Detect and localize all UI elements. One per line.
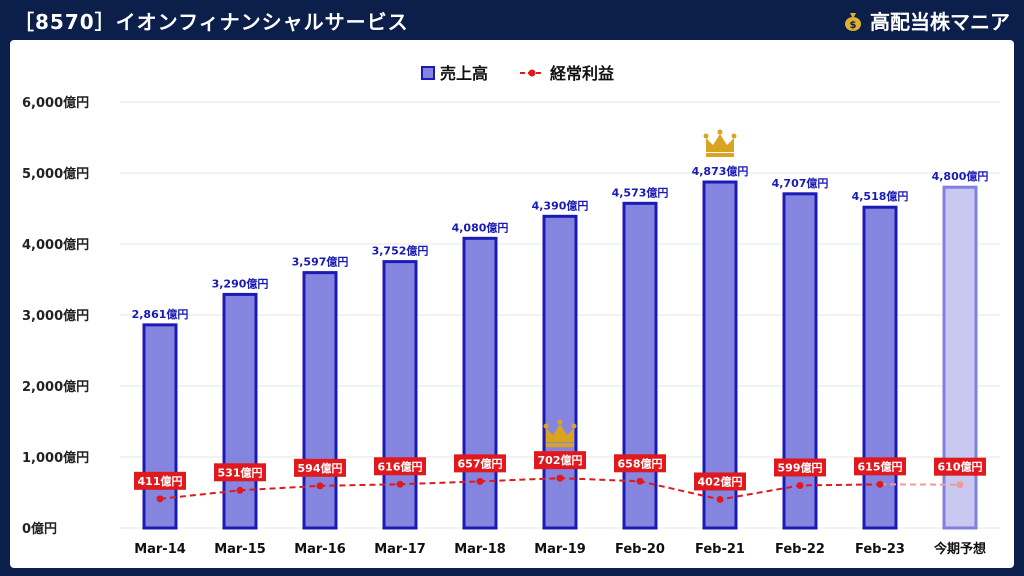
profit-data-label: 594億円 — [298, 461, 343, 475]
profit-point — [236, 486, 244, 494]
x-tick-label: Mar-18 — [454, 542, 506, 557]
x-tick-label: Feb-22 — [775, 542, 825, 557]
svg-text:$: $ — [850, 20, 857, 31]
profit-point — [556, 474, 564, 482]
profit-label-box — [694, 472, 746, 491]
profit-label-box — [534, 451, 586, 470]
profit-line — [159, 477, 881, 501]
profit-point — [716, 495, 724, 503]
profit-data-label: 402億円 — [698, 474, 743, 488]
y-tick-label: 6,000億円 — [22, 95, 89, 111]
profit-point — [796, 481, 804, 489]
bar — [862, 205, 898, 530]
profit-data-label: 411億円 — [138, 474, 183, 488]
profit-point — [476, 477, 484, 485]
legend-label-profit: 経常利益 — [550, 64, 614, 83]
bar — [702, 180, 738, 530]
profit-data-label: 658億円 — [618, 456, 663, 470]
y-tick-label: 0億円 — [22, 521, 57, 537]
profit-point — [156, 495, 164, 503]
x-tick-label: Feb-20 — [615, 542, 665, 557]
header: ［8570］イオンフィナンシャルサービス $ 高配当株マニア — [0, 0, 1024, 40]
x-tick-label: Feb-21 — [695, 542, 745, 557]
legend-swatch-bar — [421, 66, 435, 80]
chart-panel: 0億円 1,000億円 2,000億円 3,000億円 4,000億円 5,000億円 6,… — [10, 40, 1014, 568]
bar-data-label: 3,752億円 — [372, 244, 429, 258]
bar — [462, 236, 498, 530]
brand-name: 高配当株マニア — [870, 10, 1010, 34]
crown-icon — [543, 419, 577, 448]
bar-data-label: 3,290億円 — [212, 276, 269, 290]
x-tick-label: Mar-16 — [294, 542, 346, 557]
page-title: ［8570］イオンフィナンシャルサービス — [14, 10, 409, 34]
money-bag-icon: $ — [845, 12, 861, 31]
profit-point — [316, 482, 324, 490]
bar-data-label: 3,597億円 — [292, 255, 349, 269]
profit-label-box — [854, 457, 906, 476]
profit-data-label: 616億円 — [378, 459, 423, 473]
profit-label-box — [934, 457, 986, 476]
profit-data-label: 702億円 — [538, 453, 583, 467]
profit-label-box — [774, 458, 826, 477]
bar — [382, 260, 418, 530]
profit-point — [876, 480, 884, 488]
y-tick-label: 4,000億円 — [22, 237, 89, 253]
profit-data-label: 599億円 — [778, 460, 823, 474]
y-tick-label: 2,000億円 — [22, 379, 89, 395]
bar — [142, 323, 178, 530]
profit-label-box — [454, 454, 506, 473]
profit-label-box — [614, 454, 666, 473]
bar — [942, 185, 978, 530]
profit-point — [396, 480, 404, 488]
x-tick-label: Mar-17 — [374, 542, 426, 557]
profit-data-label: 615億円 — [858, 459, 903, 473]
bar-data-label: 2,861億円 — [132, 307, 189, 321]
bar — [782, 192, 818, 530]
chart: 0億円 1,000億円 2,000億円 3,000億円 4,000億円 5,000億円 6,… — [22, 64, 1000, 557]
profit-label-box — [294, 458, 346, 477]
bar-data-label: 4,390億円 — [532, 198, 589, 212]
x-tick-label: Feb-23 — [855, 542, 905, 557]
profit-label-box — [214, 463, 266, 482]
y-tick-label: 5,000億円 — [22, 166, 89, 182]
profit-data-label: 657億円 — [458, 456, 503, 470]
bar-data-label: 4,573億円 — [612, 185, 669, 199]
profit-label-box — [134, 471, 186, 490]
x-tick-label: Mar-19 — [534, 542, 586, 557]
crown-icon — [703, 129, 737, 158]
bar — [622, 201, 658, 530]
bar-data-label: 4,080億円 — [452, 220, 509, 234]
profit-label-box — [374, 457, 426, 476]
bar — [302, 271, 338, 530]
legend-label-sales: 売上高 — [440, 64, 488, 83]
profit-data-label: 610億円 — [938, 460, 983, 474]
profit-data-label: 531億円 — [218, 465, 263, 479]
x-tick-label: Mar-14 — [134, 542, 186, 557]
bar-data-label: 4,707億円 — [772, 176, 829, 190]
y-tick-label: 3,000億円 — [22, 308, 89, 324]
x-tick-label: Mar-15 — [214, 542, 266, 557]
x-tick-label: 今期予想 — [933, 541, 986, 557]
bar-data-label: 4,873億円 — [692, 164, 749, 178]
y-tick-label: 1,000億円 — [22, 450, 89, 466]
profit-point — [956, 481, 964, 489]
legend: 売上高 経常利益 — [421, 64, 614, 83]
brand: $ 高配当株マニア — [842, 6, 1010, 35]
bar-data-label: 4,518億円 — [852, 189, 909, 203]
profit-point — [636, 477, 644, 485]
bar-data-label: 4,800億円 — [932, 169, 989, 183]
